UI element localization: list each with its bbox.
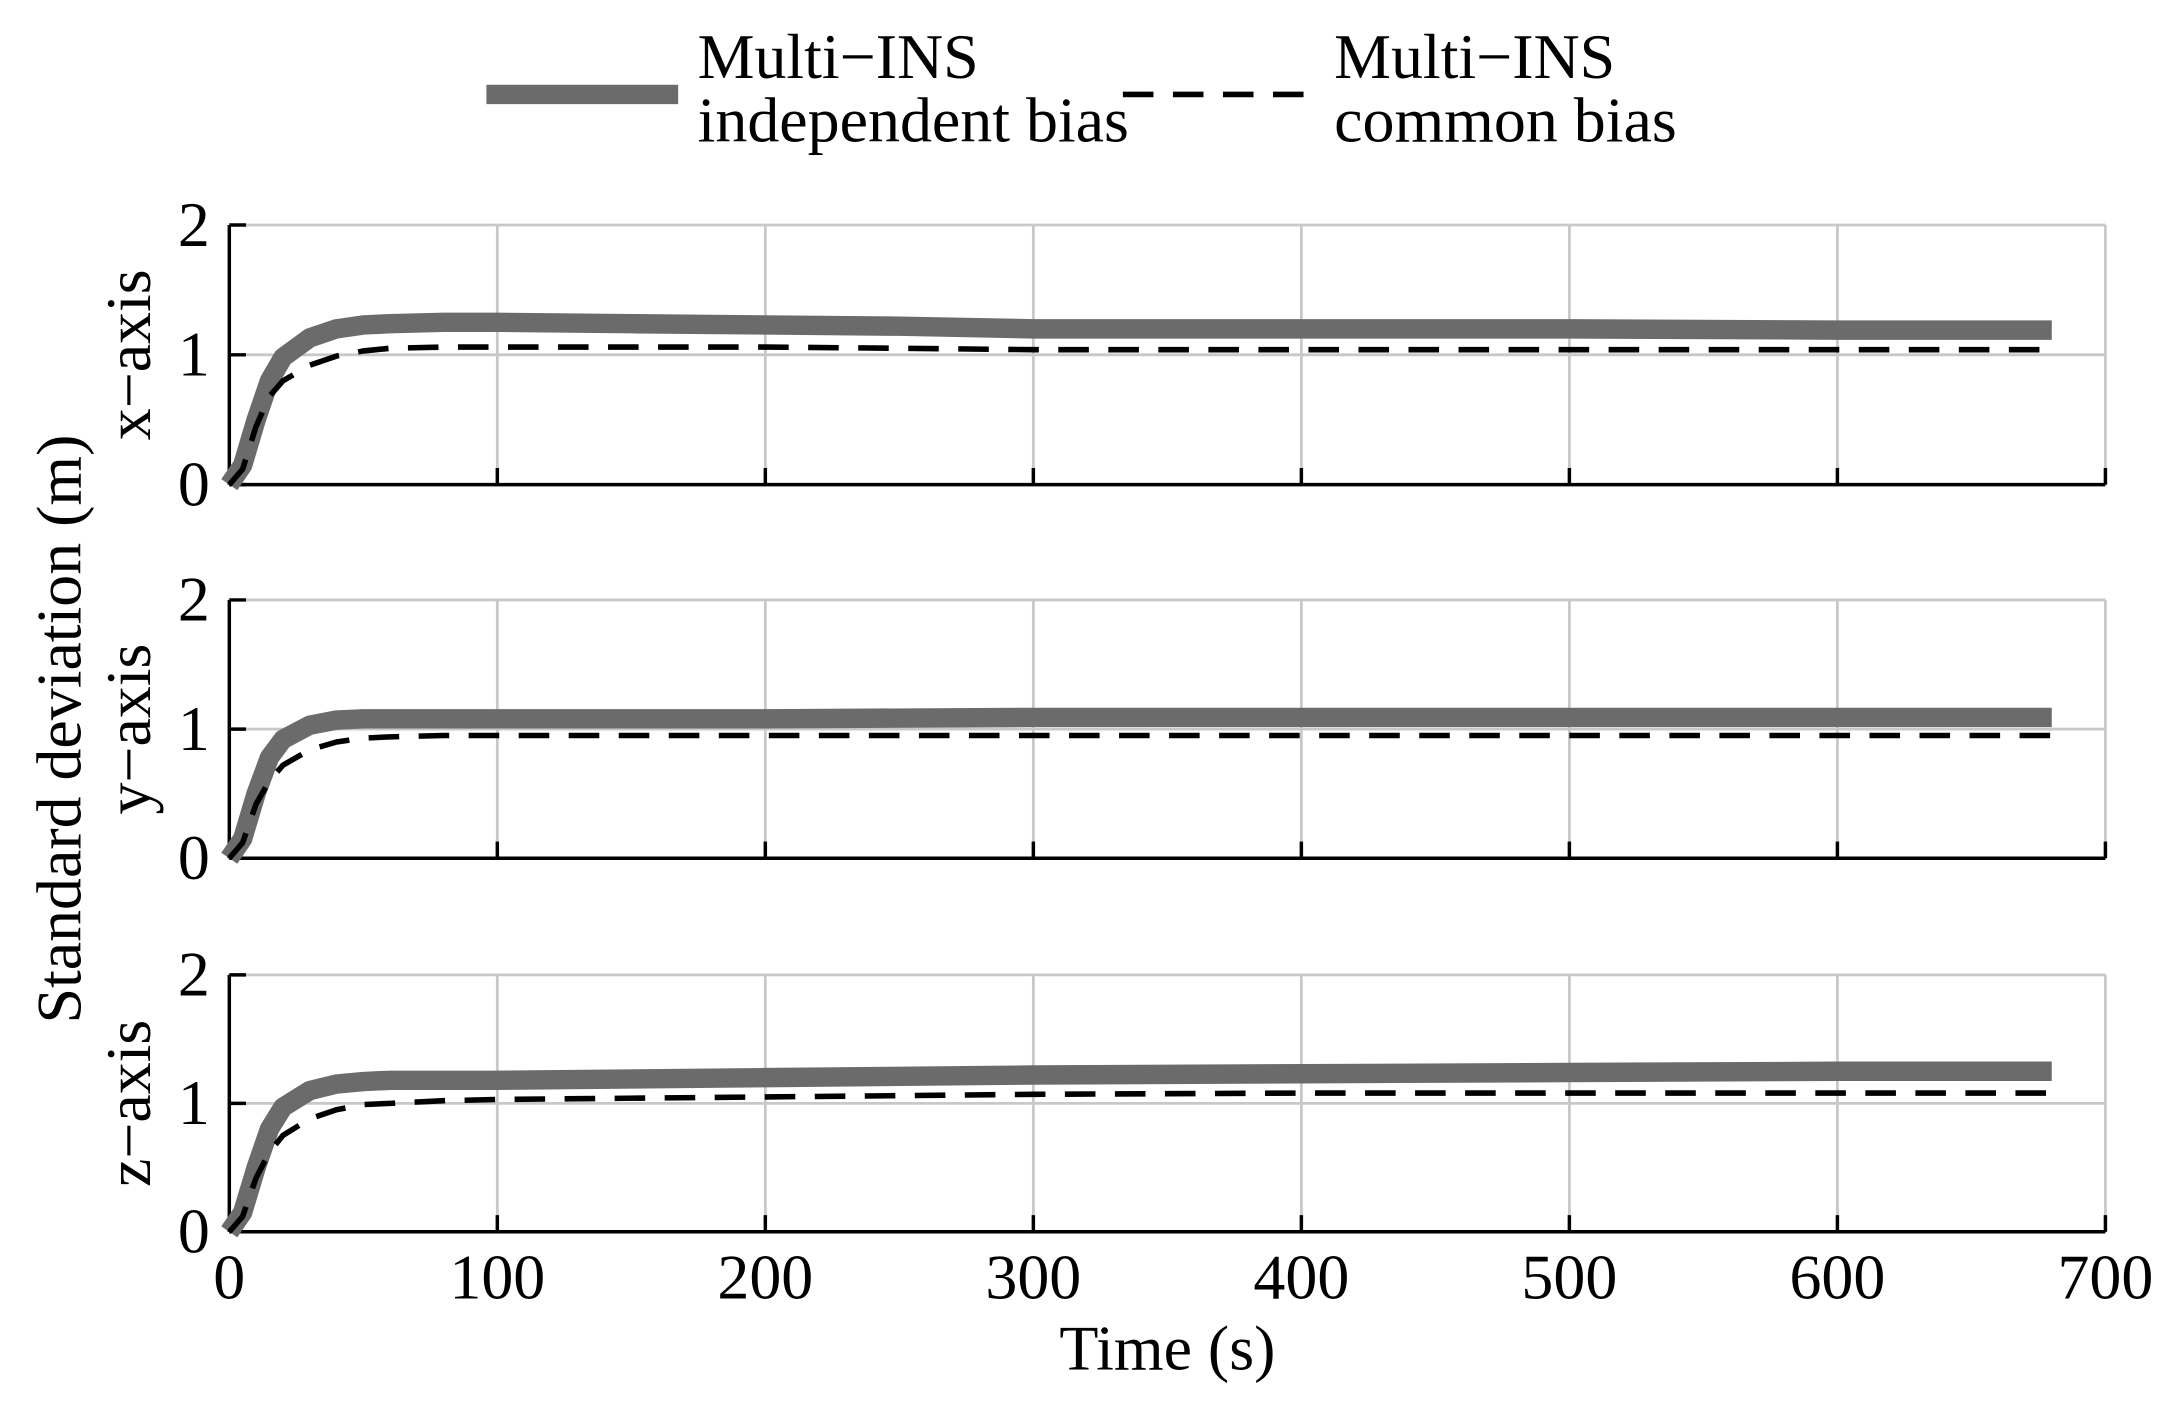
x-tick-label: 500	[1521, 1241, 1617, 1312]
x-tick-label: 600	[1789, 1241, 1885, 1312]
legend-label-common-bias-line2: common bias	[1334, 85, 1677, 156]
legend-label-independent-bias-line1: Multi−INS	[698, 21, 979, 92]
y-tick-label: 0	[178, 822, 210, 893]
y-tick-label: 2	[178, 189, 210, 260]
x-tick-label: 0	[213, 1241, 245, 1312]
panel-2: 0 1 2y−axis	[93, 564, 2108, 893]
panel-y-label: y−axis	[93, 644, 164, 815]
legend-label-common-bias-line1: Multi−INS	[1334, 21, 1615, 92]
panel-y-label: x−axis	[93, 269, 164, 440]
series-line-common-bias	[227, 1090, 2052, 1234]
series-line-independent-bias	[221, 312, 2052, 491]
series-line-common-bias	[227, 344, 2052, 487]
legend-label-independent-bias-line2: independent bias	[698, 85, 1129, 156]
x-tick-label: 200	[717, 1241, 813, 1312]
x-axis-label: Time (s)	[1059, 1312, 1275, 1383]
panel-1: 0 1 2x−axis	[93, 189, 2108, 520]
panel-y-label: z−axis	[93, 1020, 164, 1187]
x-tick-label: 300	[985, 1241, 1081, 1312]
x-tick-label: 700	[2057, 1241, 2153, 1312]
x-tick-label: 400	[1253, 1241, 1349, 1312]
y-tick-label: 0	[178, 1196, 210, 1267]
legend: Multi−INS independent bias Multi−INS com…	[486, 21, 1677, 156]
y-axis-label: Standard deviation (m)	[24, 435, 95, 1024]
y-tick-label: 1	[178, 319, 210, 390]
series-line-independent-bias	[221, 1061, 2052, 1238]
y-tick-label: 0	[178, 449, 210, 520]
series-line-independent-bias	[221, 707, 2052, 864]
y-tick-label: 1	[178, 693, 210, 764]
x-tick-label: 100	[449, 1241, 545, 1312]
y-tick-label: 2	[178, 939, 210, 1010]
y-tick-label: 2	[178, 564, 210, 635]
series-line-common-bias	[227, 732, 2052, 861]
y-tick-label: 1	[178, 1067, 210, 1138]
